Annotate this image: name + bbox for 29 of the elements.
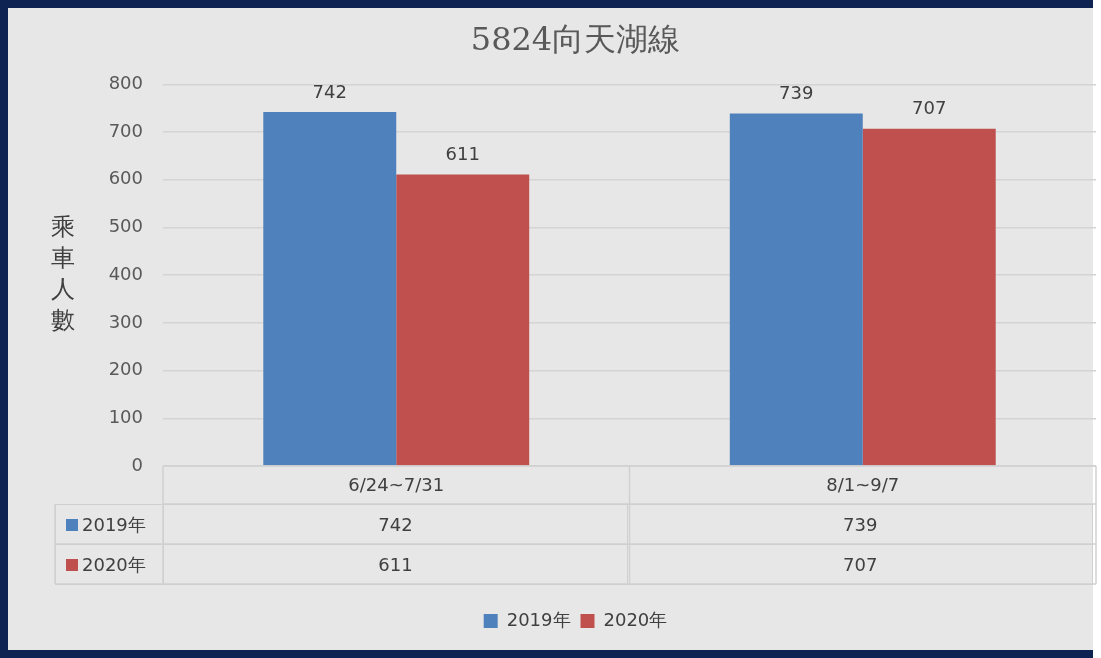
y-tick-label: 100 <box>108 405 143 427</box>
y-tick-label: 0 <box>131 453 143 475</box>
text: 2019年 <box>506 608 571 630</box>
x-tick-label: 8/1~9/7 <box>826 474 900 496</box>
data-label: 611 <box>163 544 628 585</box>
bar <box>729 113 863 466</box>
legend-label: 2019年 <box>55 504 164 545</box>
legend-label: 2020年 <box>603 608 668 630</box>
y-tick-label: 700 <box>108 119 143 141</box>
y-tick-label: 400 <box>108 262 143 284</box>
text: 2020年 <box>82 553 146 575</box>
annotation: 742 <box>312 80 347 102</box>
annotation: 707 <box>912 97 947 119</box>
y-axis-title: 乘車人數 <box>51 212 75 334</box>
data-label: 707 <box>627 544 1093 585</box>
y-tick-label: 500 <box>108 215 143 237</box>
annotation: 739 <box>779 82 814 104</box>
bar <box>396 174 530 466</box>
y-tick-label: 200 <box>108 358 143 380</box>
chart-title: 5824向天湖線 <box>470 19 681 58</box>
bar <box>263 112 397 466</box>
bar <box>862 128 996 466</box>
data-label: 739 <box>627 504 1093 545</box>
x-tick-label: 6/24~7/31 <box>348 474 445 496</box>
y-tick-label: 600 <box>108 167 143 189</box>
annotation: 611 <box>445 143 480 165</box>
data-label: 742 <box>163 504 628 545</box>
y-tick-label: 800 <box>108 72 143 94</box>
y-tick-label: 300 <box>108 310 143 332</box>
